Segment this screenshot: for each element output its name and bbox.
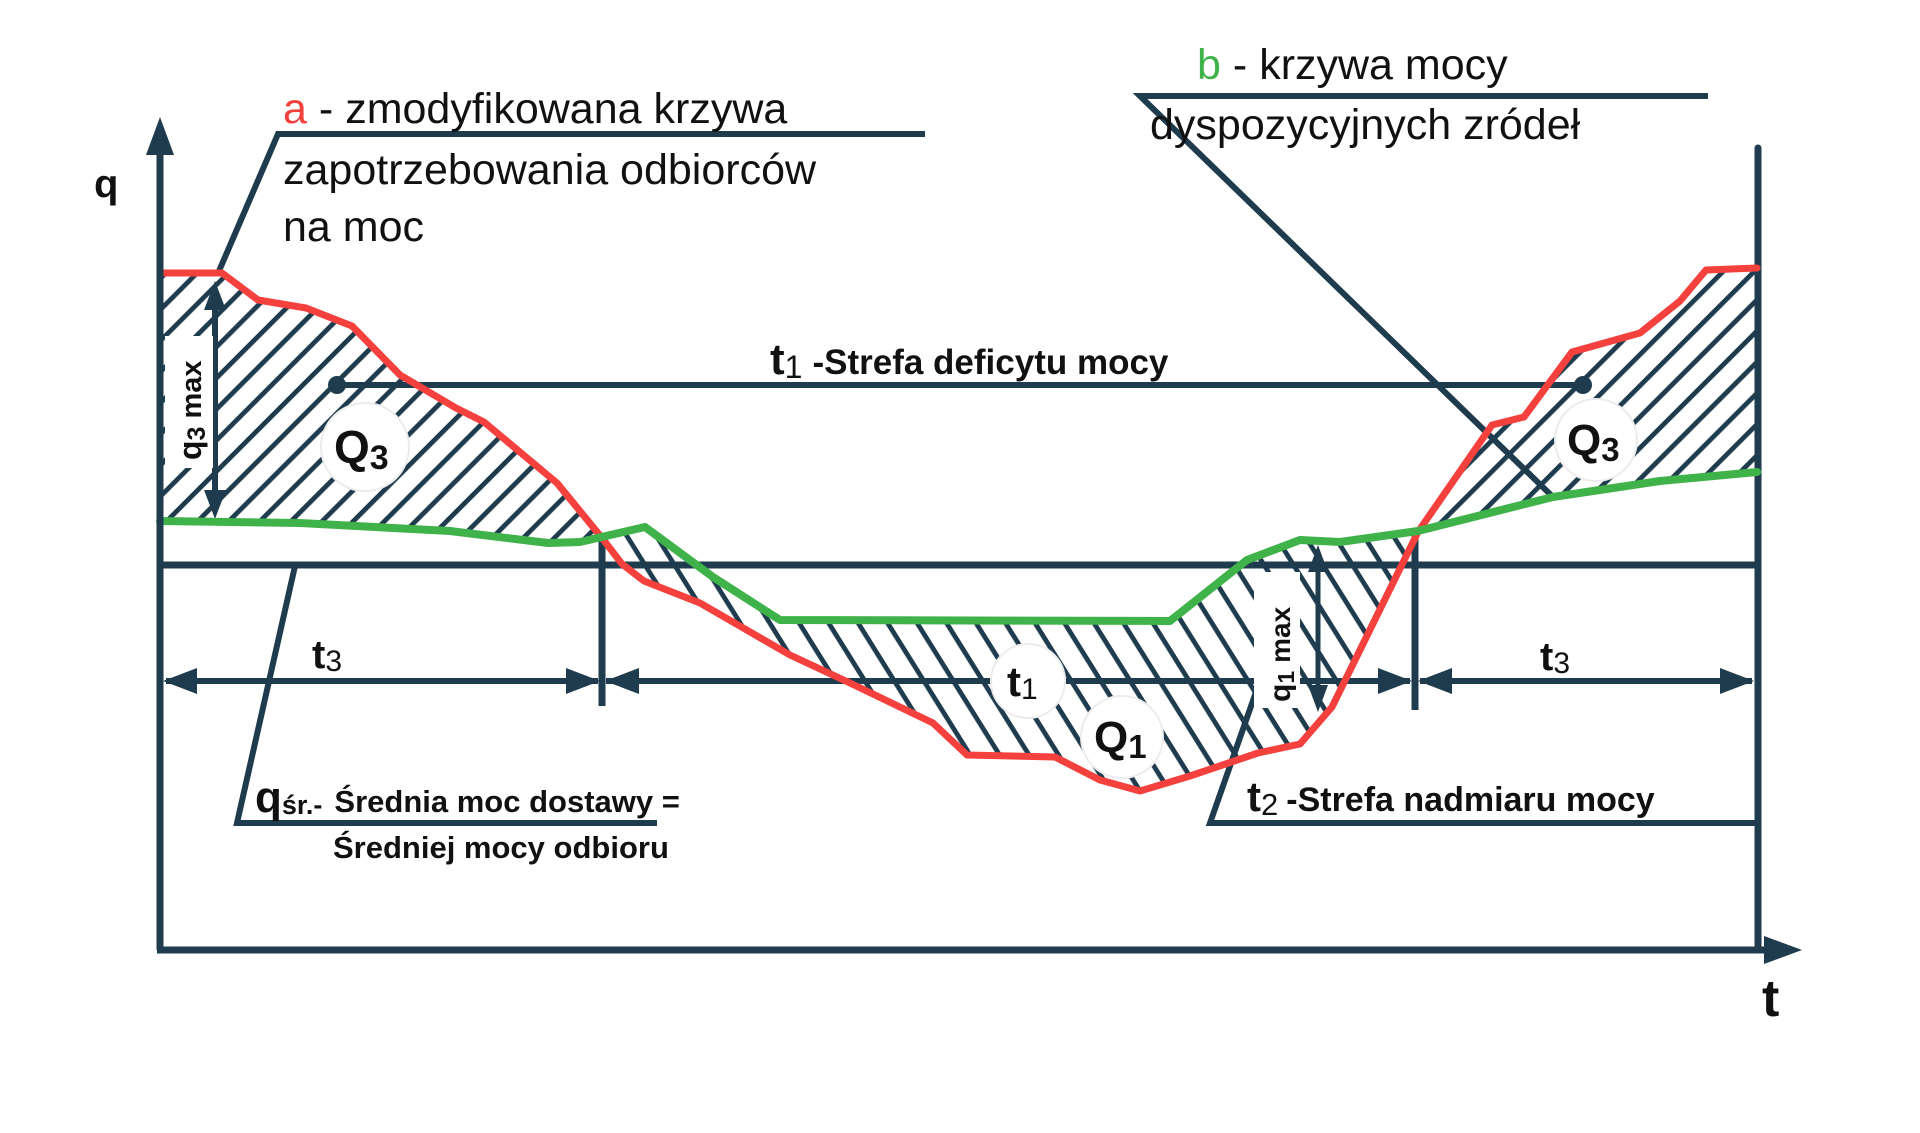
qavg-text1: Średnia moc dostawy = bbox=[334, 783, 679, 819]
t3-right-sym: t bbox=[1540, 635, 1553, 679]
x-axis-label: t bbox=[1762, 970, 1779, 1028]
legend-b-text1: - krzywa mocy bbox=[1233, 41, 1508, 89]
dim-arrow bbox=[1418, 668, 1452, 694]
q3l-sub: 3 bbox=[370, 439, 389, 477]
legend-b-line2: dyspozycyjnych zródeł bbox=[1150, 101, 1581, 149]
legend-a-line3: na moc bbox=[283, 203, 424, 251]
t2-zone-label: t2 -Strefa nadmiaru mocy bbox=[1247, 773, 1655, 822]
q3max-label-box bbox=[165, 336, 213, 468]
q3r-sub: 3 bbox=[1601, 431, 1619, 468]
y-axis-label: q bbox=[94, 162, 118, 206]
legend-a-text1: - zmodyfikowana krzywa bbox=[319, 85, 787, 133]
q3max-label: q3 max bbox=[172, 361, 211, 461]
q1max-label-box bbox=[1254, 572, 1300, 708]
q1max-arrow-up bbox=[1308, 545, 1328, 572]
callout-a-pointer bbox=[216, 131, 925, 273]
area-label-Q3-right: Q3 bbox=[1567, 416, 1620, 468]
q3r-sym: Q bbox=[1567, 416, 1601, 465]
legend-a-marker: a bbox=[283, 85, 307, 133]
q1max-sym: q bbox=[1264, 684, 1297, 702]
curve-b-supply bbox=[156, 468, 1761, 625]
t1-dim-sub: 1 bbox=[1021, 673, 1038, 706]
qavg-sym: q bbox=[255, 773, 282, 822]
dim-badge-t1 bbox=[990, 643, 1066, 719]
q3max-sym: q bbox=[172, 440, 208, 460]
t2-zone-text: -Strefa nadmiaru mocy bbox=[1286, 781, 1655, 819]
q3l-sym: Q bbox=[334, 421, 370, 473]
dim-arrow bbox=[1378, 668, 1412, 694]
q1-sym: Q bbox=[1094, 713, 1128, 762]
q1max-label: q1 max bbox=[1264, 606, 1299, 702]
t1-zone-sym: t bbox=[770, 335, 785, 384]
q1max-text: max bbox=[1265, 606, 1296, 662]
legend-a-line2: zapotrzebowania odbiorców bbox=[283, 146, 817, 194]
dim-arrow bbox=[566, 668, 600, 694]
callout-t2-pointer bbox=[1205, 691, 1757, 826]
qavg-sub: śr.- bbox=[282, 790, 323, 820]
x-axis-arrow bbox=[1764, 936, 1802, 964]
area-badge-Q3-left bbox=[320, 402, 410, 492]
t1-dim-sym: t bbox=[1007, 658, 1021, 705]
qavg-label-line2: Średniej mocy odbioru bbox=[333, 829, 669, 865]
t3-label-left: t3 bbox=[312, 633, 342, 678]
t2-zone-sub: 2 bbox=[1261, 787, 1278, 822]
dim-arrow bbox=[1720, 668, 1754, 694]
t1-zone-dot-right bbox=[1574, 376, 1592, 394]
area-badge-Q3-right bbox=[1554, 398, 1638, 482]
area-badge-Q1 bbox=[1080, 695, 1164, 779]
t2-zone-sym: t bbox=[1247, 773, 1261, 820]
q1max-sub: 1 bbox=[1273, 671, 1299, 684]
t1-zone-label: t1 -Strefa deficytu mocy bbox=[770, 335, 1169, 385]
dim-arrow bbox=[605, 668, 639, 694]
t3-left-sym: t bbox=[312, 633, 325, 677]
callout-b-pointer bbox=[1132, 93, 1708, 500]
q3max-arrow-up bbox=[204, 281, 226, 310]
qavg-label-line1: qśr.- Średnia moc dostawy = bbox=[255, 773, 680, 822]
q3max-arrow-down bbox=[204, 490, 226, 519]
q3max-sub: 3 bbox=[183, 427, 211, 441]
y-axis-arrow bbox=[146, 117, 174, 155]
t3-left-sub: 3 bbox=[325, 645, 342, 678]
t1-zone-dot-left bbox=[328, 376, 346, 394]
area-label-Q1: Q1 bbox=[1094, 713, 1147, 765]
q3max-text: max bbox=[176, 361, 208, 419]
t1-zone-text: -Strefa deficytu mocy bbox=[812, 343, 1168, 382]
area-label-Q3-left: Q3 bbox=[334, 421, 389, 477]
t1-dim-label: t1 bbox=[1007, 658, 1038, 706]
legend-b-marker: b bbox=[1197, 41, 1221, 89]
q1-sub: 1 bbox=[1128, 728, 1146, 765]
curve-a-demand bbox=[156, 264, 1761, 795]
q1max-arrow-down bbox=[1308, 685, 1328, 712]
legend-b-line1: b- krzywa mocy bbox=[1197, 41, 1508, 89]
t1-zone-sub: 1 bbox=[785, 349, 803, 385]
dim-arrow bbox=[163, 668, 197, 694]
legend-a-line1: a- zmodyfikowana krzywa bbox=[283, 85, 787, 133]
callout-qavg-pointer bbox=[233, 565, 657, 826]
t3-label-right: t3 bbox=[1540, 635, 1570, 680]
t3-right-sub: 3 bbox=[1553, 647, 1570, 680]
